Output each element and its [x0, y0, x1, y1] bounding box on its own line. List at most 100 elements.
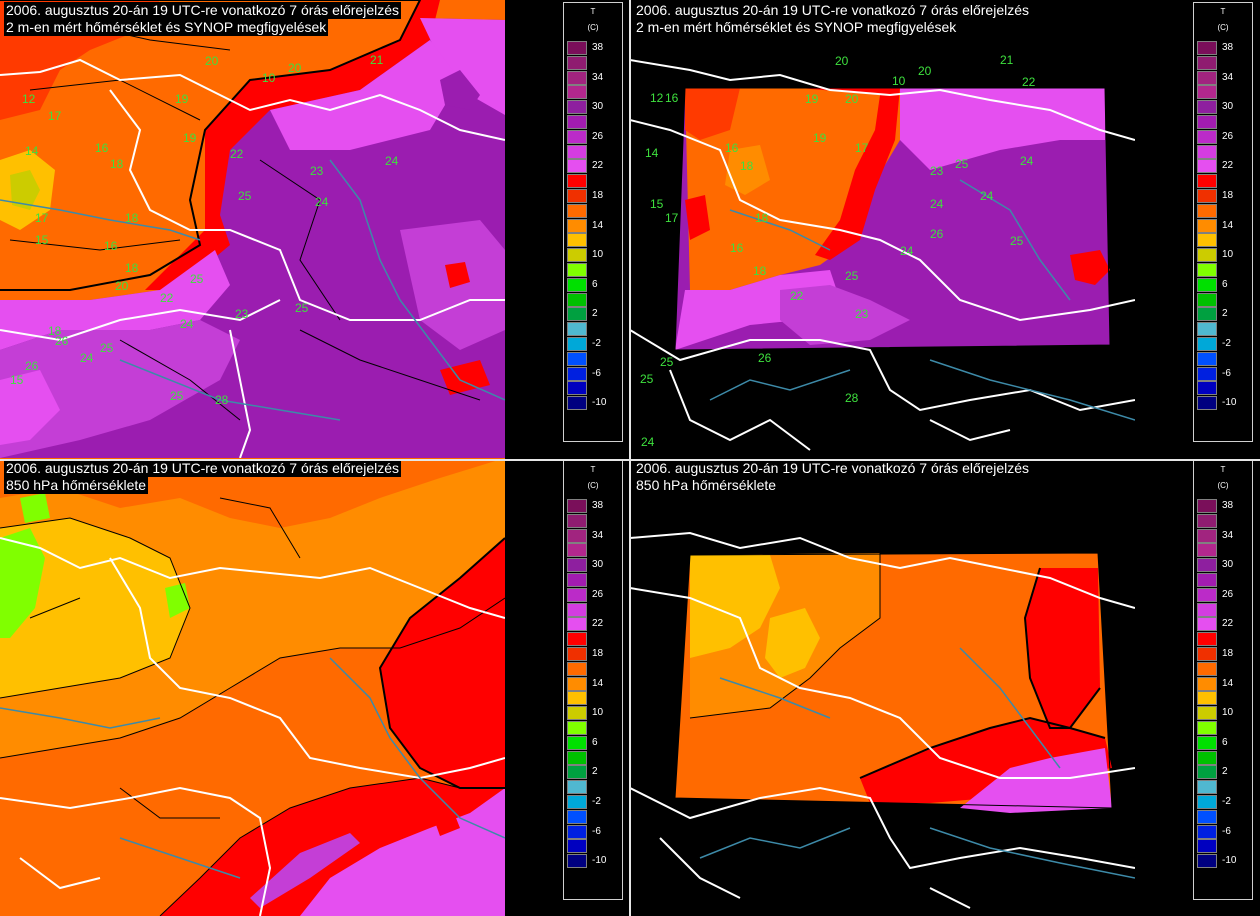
legend-tick-label: 2 — [1222, 766, 1228, 778]
legend-tick-label: 22 — [1222, 618, 1234, 630]
legend-swatch — [567, 70, 587, 85]
panel-850hpa-temp-full: 2006. augusztus 20-án 19 UTC-re vonatkoz… — [0, 458, 630, 916]
legend-tick-label: -10 — [1222, 397, 1237, 409]
synop-observation-value: 17 — [35, 211, 49, 225]
panel-title: 2006. augusztus 20-án 19 UTC-re vonatkoz… — [634, 2, 1031, 36]
legend-swatch — [1197, 381, 1217, 396]
synop-observation-value: 18 — [755, 211, 769, 225]
synop-observation-value: 17 — [48, 109, 62, 123]
legend-tick-label: 10 — [592, 707, 604, 719]
synop-observation-value: 18 — [48, 324, 62, 338]
synop-observation-value: 25 — [295, 301, 309, 315]
legend-variable: T — [590, 465, 596, 474]
legend-swatch — [567, 174, 587, 189]
parameter-label: 850 hPa hőmérséklete — [4, 477, 149, 494]
legend-tick-label: 26 — [1222, 588, 1234, 600]
synop-observation-value: 23 — [310, 164, 324, 178]
legend-swatch — [567, 129, 587, 144]
map-2m-temperature[interactable]: 20 10 19 20 21 12 17 19 24 22 14 16 18 23 25 17 18 24 16 18… — [0, 0, 505, 458]
legend-tick-label: 18 — [1222, 190, 1234, 201]
legend-tick-label: 10 — [1222, 707, 1234, 719]
legend-swatch — [1197, 824, 1217, 839]
legend-swatch — [567, 218, 587, 233]
legend-swatch — [567, 55, 587, 70]
synop-observation-value: 15 — [10, 373, 24, 387]
legend-tick-label: 14 — [1222, 677, 1234, 689]
legend-swatch — [567, 41, 587, 55]
synop-observation-value: 12 — [650, 91, 664, 105]
panel-2m-temp-limited-area: 20 10 19 20 21 22 12 16 20 17 19 14 16 18 23 24 25 17 18 24… — [630, 0, 1260, 458]
synop-observation-value: 24 — [930, 197, 944, 211]
synop-observation-value: 28 — [215, 393, 229, 407]
panel-title: 2006. augusztus 20-án 19 UTC-re vonatkoz… — [4, 2, 401, 36]
panel-2m-temp-full: 20 10 19 20 21 12 17 19 24 22 14 16 18 23 25 17 18 24 16 18… — [0, 0, 630, 458]
legend-swatch — [567, 292, 587, 307]
panel-title: 2006. augusztus 20-án 19 UTC-re vonatkoz… — [4, 460, 401, 494]
legend-tick-label: 10 — [592, 249, 604, 261]
synop-observation-value: 15 — [650, 197, 664, 211]
panel-850hpa-temp-limited-area: 2006. augusztus 20-án 19 UTC-re vonatkoz… — [630, 458, 1260, 916]
legend-tick-label: 38 — [1222, 42, 1234, 53]
synop-observation-value: 24 — [180, 317, 194, 331]
legend-swatch — [1197, 396, 1217, 411]
synop-observation-value: 14 — [25, 144, 39, 158]
legend-swatch — [1197, 765, 1217, 780]
legend-swatch — [1197, 337, 1217, 351]
forecast-time-label: 2006. augusztus 20-án 19 UTC-re vonatkoz… — [636, 460, 1029, 476]
synop-observation-value: 24 — [80, 351, 94, 365]
map-850hpa-temperature[interactable] — [0, 458, 505, 916]
legend-swatch — [567, 513, 587, 528]
map-850hpa-temperature-limited[interactable] — [630, 458, 1135, 916]
legend-swatch — [1197, 263, 1217, 277]
legend-swatch — [1197, 691, 1217, 706]
legend-swatch — [567, 233, 587, 248]
legend-swatch — [567, 189, 587, 203]
synop-observation-value: 24 — [315, 195, 329, 209]
panel-title: 2006. augusztus 20-án 19 UTC-re vonatkoz… — [634, 460, 1031, 494]
legend-swatch — [567, 307, 587, 322]
synop-observation-value: 16 — [665, 91, 679, 105]
panel-divider-vertical — [629, 0, 631, 916]
legend-tick-label: 38 — [592, 500, 604, 511]
legend-tick-label: -6 — [1222, 367, 1231, 379]
legend-swatch — [567, 277, 587, 292]
legend-swatch — [1197, 499, 1217, 513]
legend-swatch — [1197, 721, 1217, 735]
synop-observation-value: 25 — [1010, 234, 1024, 248]
synop-observation-value: 14 — [645, 146, 659, 160]
legend-swatch — [567, 617, 587, 632]
legend-tick-label: 18 — [592, 648, 604, 659]
legend-swatch — [567, 587, 587, 602]
legend-tick-label: 2 — [1222, 308, 1228, 320]
legend-tick-label: 30 — [1222, 101, 1234, 113]
legend-swatch — [1197, 676, 1217, 691]
legend-swatch — [1197, 218, 1217, 233]
legend-swatch — [567, 765, 587, 780]
synop-observation-value: 22 — [790, 289, 804, 303]
synop-observation-value: 20 — [835, 54, 849, 68]
synop-observation-value: 21 — [370, 53, 384, 67]
parameter-label: 2 m-en mért hőmérséklet és SYNOP megfigy… — [4, 19, 329, 36]
legend-swatch — [1197, 55, 1217, 70]
temperature-field-850-limited — [630, 458, 1135, 916]
legend-swatch — [567, 558, 587, 573]
legend-swatch — [567, 735, 587, 750]
legend-swatch — [1197, 41, 1217, 55]
legend-tick-label: -2 — [592, 796, 601, 807]
legend-swatch — [567, 322, 587, 337]
legend-swatch — [1197, 750, 1217, 765]
map-2m-temperature-limited[interactable]: 20 10 19 20 21 22 12 16 20 17 19 14 16 18 23 24 25 17 18 24… — [630, 0, 1135, 458]
legend-swatch — [567, 499, 587, 513]
synop-observation-value: 23 — [855, 307, 869, 321]
legend-swatch — [1197, 839, 1217, 854]
legend-swatch — [567, 144, 587, 159]
legend-swatch — [1197, 248, 1217, 263]
synop-observation-value: 25 — [640, 372, 654, 386]
legend-tick-label: 30 — [592, 559, 604, 571]
legend-swatch — [567, 381, 587, 396]
synop-observation-value: 25 — [190, 272, 204, 286]
legend-tick-label: 14 — [1222, 219, 1234, 231]
legend-swatch — [1197, 189, 1217, 203]
legend-tick-label: 38 — [1222, 500, 1234, 511]
